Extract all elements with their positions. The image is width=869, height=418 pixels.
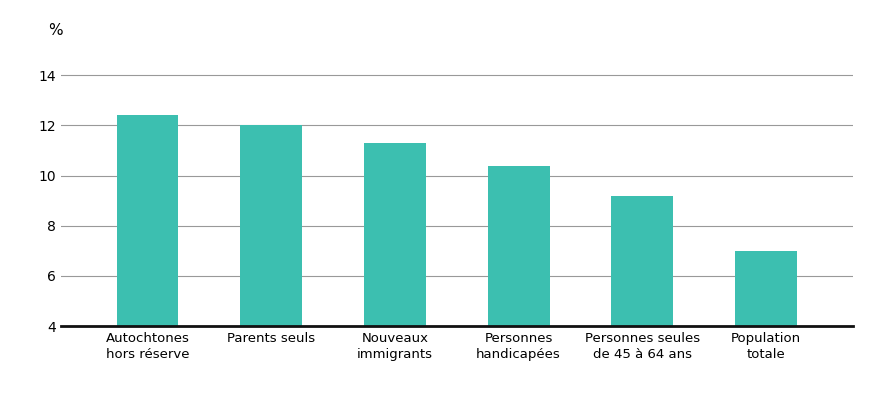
Bar: [488, 166, 549, 326]
Bar: [363, 143, 425, 326]
Bar: [734, 251, 796, 326]
Bar: [611, 196, 673, 326]
Bar: [116, 115, 178, 326]
Text: %: %: [48, 23, 63, 38]
Bar: [240, 125, 302, 326]
